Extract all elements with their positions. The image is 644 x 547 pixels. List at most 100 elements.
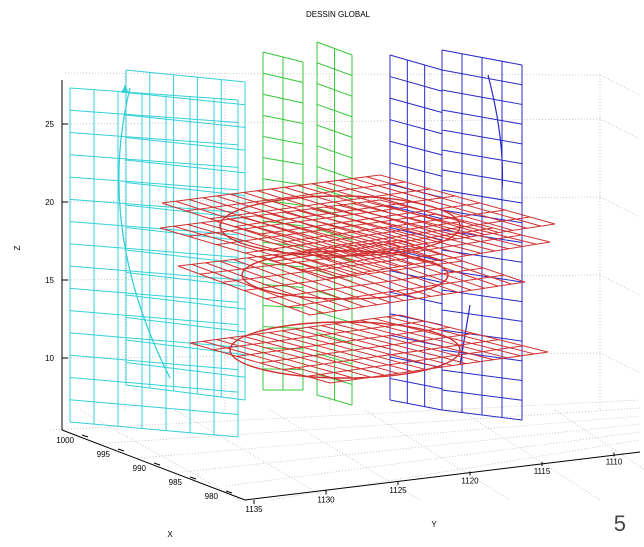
x-tick-mark-4 xyxy=(225,490,233,494)
red-wireframe-planes xyxy=(159,174,556,384)
green-panel-1-h-11 xyxy=(262,283,304,288)
blue-panel-1-h-9 xyxy=(389,248,443,262)
blue-panel-2-h-13 xyxy=(441,309,523,322)
cyan-wireframe-surface xyxy=(69,69,246,438)
blue-panel-1-h-2 xyxy=(389,97,443,113)
green-panel-2-h-17 xyxy=(316,394,353,406)
cyan-back-panel-h-5 xyxy=(125,182,246,197)
red-plane-2-h-1 xyxy=(188,206,409,237)
tick-labels: 10 15 20 25 1000 995 990 985 980 1135 1130 1125 1120… xyxy=(45,120,623,514)
z-axis-label: Z xyxy=(13,245,22,250)
grid-line-z-side-2 xyxy=(599,196,641,218)
red-plane-4-h-5 xyxy=(306,345,524,377)
red-plane-1-v-15 xyxy=(366,176,542,227)
cyan-back-panel-h-1 xyxy=(125,92,246,106)
cyan-front-panel-h-11 xyxy=(69,332,239,348)
x-tick-label-3: 985 xyxy=(169,478,183,487)
red-plane-1-v-0 xyxy=(161,202,331,259)
grid-line-z-3 xyxy=(64,118,601,125)
floor-grid-a-0 xyxy=(49,399,641,431)
floor-grid-b-2 xyxy=(269,409,421,501)
page-number: 5 xyxy=(613,511,626,536)
x-tick-mark-3 xyxy=(189,476,197,480)
cyan-front-panel-h-3 xyxy=(69,154,239,168)
y-axis-label: Y xyxy=(431,520,437,529)
cyan-back-panel-h-10 xyxy=(125,294,246,310)
cyan-back-panel-h-4 xyxy=(125,159,246,174)
cyan-back-panel-h-9 xyxy=(125,272,246,287)
red-plane-4-h-2 xyxy=(236,326,450,357)
y-tick-label-1: 1130 xyxy=(317,496,335,505)
red-plane-1-h-1 xyxy=(185,181,406,212)
green-panel-2-h-15 xyxy=(316,352,353,365)
y-tick-label-2: 1125 xyxy=(389,486,407,495)
floor-grid-b-4 xyxy=(459,409,601,501)
x-axis-label: X xyxy=(167,530,173,539)
red-ellipse-2 xyxy=(241,250,449,300)
green-panel-2-h-6 xyxy=(316,166,353,180)
cyan-front-panel-h-10 xyxy=(69,310,239,326)
green-panel-1-h-10 xyxy=(262,262,304,268)
cyan-front-panel-h-6 xyxy=(69,221,239,236)
cyan-front-panel-h-13 xyxy=(69,376,239,393)
cyan-front-panel-h-15 xyxy=(69,421,239,438)
blue-panel-1-h-3 xyxy=(389,119,443,135)
blue-panel-2-h-3 xyxy=(441,109,523,125)
grid-line-z-side-0 xyxy=(599,352,641,374)
red-plane-2-h-0 xyxy=(159,199,381,229)
x-tick-label-1: 995 xyxy=(97,450,111,459)
floor-grid-b-1 xyxy=(174,409,331,501)
blue-panel-1-h-5 xyxy=(389,162,443,177)
red-plane-1-v-12 xyxy=(325,181,499,233)
red-plane-1-v-11 xyxy=(311,183,485,236)
green-panel-1-h-1 xyxy=(262,72,304,83)
grid-line-top-right xyxy=(599,74,641,96)
y-tick-label-5: 1110 xyxy=(606,458,623,467)
green-panel-2-h-16 xyxy=(316,373,353,385)
blue-panel-1-h-10 xyxy=(389,270,443,283)
cyan-back-panel-h-6 xyxy=(125,204,246,219)
green-panel-2-h-5 xyxy=(316,145,353,159)
floor-grid-a-2 xyxy=(137,415,641,459)
z-tick-label-1: 15 xyxy=(45,276,54,285)
blue-curve-1 xyxy=(487,74,504,191)
cyan-back-panel-h-13 xyxy=(125,362,246,378)
blue-panel-1-h-15 xyxy=(389,377,443,390)
green-panel-2-h-4 xyxy=(316,124,353,138)
red-plane-3-h-2 xyxy=(221,253,442,283)
green-panel-2-h-0 xyxy=(316,41,353,56)
grid-line-z-side-1 xyxy=(599,274,641,296)
red-plane-3-h-1 xyxy=(199,246,421,275)
x-tick-mark-1 xyxy=(117,448,125,452)
x-tick-label-0: 1000 xyxy=(56,436,74,445)
red-plane-1-v-1 xyxy=(175,200,345,257)
cyan-back-panel-h-2 xyxy=(125,114,246,128)
red-plane-4-h-4 xyxy=(283,339,499,371)
cyan-front-panel-h-14 xyxy=(69,399,239,416)
z-tick-label-0: 10 xyxy=(45,354,54,363)
blue-panel-2-h-18 xyxy=(441,409,523,421)
red-plane-4-h-3 xyxy=(259,333,475,364)
red-plane-4-h-1 xyxy=(213,320,425,351)
red-plane-1-h-2 xyxy=(209,188,431,220)
cyan-front-panel-h-0 xyxy=(69,87,239,101)
floor-grid-a-1 xyxy=(93,407,641,445)
y-tick-label-0: 1135 xyxy=(245,505,263,514)
blue-panel-1-h-4 xyxy=(389,140,443,156)
x-tick-label-2: 990 xyxy=(133,464,147,473)
floor-grid-b-3 xyxy=(364,409,511,501)
floor-grid-a-4 xyxy=(225,431,641,487)
cyan-back-panel-h-7 xyxy=(125,227,246,242)
cyan-back-panel-h-14 xyxy=(125,384,246,401)
green-panel-1-h-12 xyxy=(262,305,304,309)
green-panel-2-h-2 xyxy=(316,83,353,97)
grid-line-z-side-3 xyxy=(599,118,641,140)
y-axis-line xyxy=(244,451,641,501)
blue-panel-1-h-1 xyxy=(389,76,443,92)
floor-grid-a-5 xyxy=(269,439,641,501)
green-panel-1-h-4 xyxy=(262,136,304,145)
green-panel-2-h-7 xyxy=(316,186,353,200)
blue-panel-2-h-7 xyxy=(441,189,523,204)
green-panel-1-h-14 xyxy=(262,347,304,350)
